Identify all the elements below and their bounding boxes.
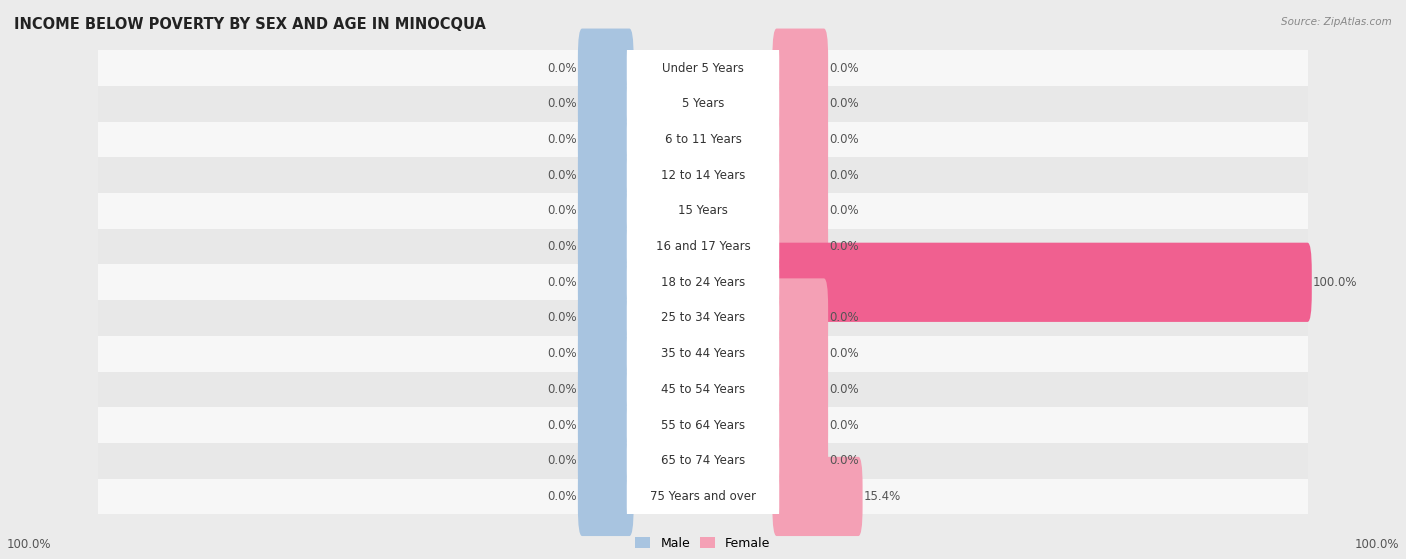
FancyBboxPatch shape: [772, 100, 828, 179]
FancyBboxPatch shape: [578, 171, 634, 250]
Legend: Male, Female: Male, Female: [636, 537, 770, 550]
Text: 65 to 74 Years: 65 to 74 Years: [661, 454, 745, 467]
FancyBboxPatch shape: [627, 39, 779, 97]
Text: 0.0%: 0.0%: [830, 383, 859, 396]
FancyBboxPatch shape: [772, 278, 828, 358]
FancyBboxPatch shape: [98, 264, 1308, 300]
FancyBboxPatch shape: [98, 479, 1308, 514]
Text: 0.0%: 0.0%: [547, 454, 576, 467]
FancyBboxPatch shape: [627, 182, 779, 240]
FancyBboxPatch shape: [627, 217, 779, 276]
FancyBboxPatch shape: [98, 300, 1308, 336]
FancyBboxPatch shape: [98, 193, 1308, 229]
FancyBboxPatch shape: [578, 207, 634, 286]
Text: 0.0%: 0.0%: [547, 169, 576, 182]
FancyBboxPatch shape: [98, 86, 1308, 122]
FancyBboxPatch shape: [98, 229, 1308, 264]
FancyBboxPatch shape: [772, 243, 1312, 322]
Text: 0.0%: 0.0%: [830, 311, 859, 324]
Text: 100.0%: 100.0%: [1354, 538, 1399, 551]
Text: 0.0%: 0.0%: [830, 61, 859, 75]
Text: 45 to 54 Years: 45 to 54 Years: [661, 383, 745, 396]
FancyBboxPatch shape: [627, 361, 779, 418]
Text: 0.0%: 0.0%: [547, 311, 576, 324]
FancyBboxPatch shape: [578, 64, 634, 144]
FancyBboxPatch shape: [578, 386, 634, 465]
FancyBboxPatch shape: [772, 171, 828, 250]
Text: 0.0%: 0.0%: [547, 347, 576, 360]
Text: 16 and 17 Years: 16 and 17 Years: [655, 240, 751, 253]
Text: 0.0%: 0.0%: [547, 419, 576, 432]
Text: 0.0%: 0.0%: [830, 347, 859, 360]
Text: 0.0%: 0.0%: [547, 240, 576, 253]
Text: 15 Years: 15 Years: [678, 205, 728, 217]
FancyBboxPatch shape: [772, 207, 828, 286]
FancyBboxPatch shape: [772, 386, 828, 465]
FancyBboxPatch shape: [627, 75, 779, 132]
FancyBboxPatch shape: [627, 467, 779, 525]
Text: 100.0%: 100.0%: [7, 538, 52, 551]
Text: 15.4%: 15.4%: [863, 490, 901, 503]
FancyBboxPatch shape: [627, 146, 779, 204]
FancyBboxPatch shape: [98, 336, 1308, 372]
Text: 0.0%: 0.0%: [830, 205, 859, 217]
FancyBboxPatch shape: [578, 457, 634, 536]
Text: 35 to 44 Years: 35 to 44 Years: [661, 347, 745, 360]
FancyBboxPatch shape: [98, 50, 1308, 86]
Text: 5 Years: 5 Years: [682, 97, 724, 110]
FancyBboxPatch shape: [627, 325, 779, 382]
FancyBboxPatch shape: [578, 278, 634, 358]
Text: 18 to 24 Years: 18 to 24 Years: [661, 276, 745, 289]
Text: 0.0%: 0.0%: [830, 133, 859, 146]
FancyBboxPatch shape: [578, 29, 634, 108]
FancyBboxPatch shape: [627, 289, 779, 347]
Text: 0.0%: 0.0%: [547, 61, 576, 75]
FancyBboxPatch shape: [578, 136, 634, 215]
FancyBboxPatch shape: [627, 396, 779, 454]
Text: 12 to 14 Years: 12 to 14 Years: [661, 169, 745, 182]
FancyBboxPatch shape: [98, 158, 1308, 193]
FancyBboxPatch shape: [98, 372, 1308, 407]
FancyBboxPatch shape: [772, 314, 828, 394]
Text: 0.0%: 0.0%: [547, 97, 576, 110]
FancyBboxPatch shape: [627, 111, 779, 168]
FancyBboxPatch shape: [772, 421, 828, 500]
FancyBboxPatch shape: [578, 314, 634, 394]
Text: 6 to 11 Years: 6 to 11 Years: [665, 133, 741, 146]
Text: Source: ZipAtlas.com: Source: ZipAtlas.com: [1281, 17, 1392, 27]
FancyBboxPatch shape: [772, 136, 828, 215]
Text: 0.0%: 0.0%: [830, 169, 859, 182]
Text: 0.0%: 0.0%: [547, 276, 576, 289]
Text: 0.0%: 0.0%: [830, 419, 859, 432]
FancyBboxPatch shape: [578, 421, 634, 500]
Text: 0.0%: 0.0%: [830, 454, 859, 467]
Text: 0.0%: 0.0%: [547, 490, 576, 503]
FancyBboxPatch shape: [98, 443, 1308, 479]
Text: 0.0%: 0.0%: [547, 383, 576, 396]
FancyBboxPatch shape: [578, 350, 634, 429]
Text: 75 Years and over: 75 Years and over: [650, 490, 756, 503]
FancyBboxPatch shape: [627, 253, 779, 311]
FancyBboxPatch shape: [772, 350, 828, 429]
Text: 55 to 64 Years: 55 to 64 Years: [661, 419, 745, 432]
FancyBboxPatch shape: [98, 122, 1308, 158]
Text: 25 to 34 Years: 25 to 34 Years: [661, 311, 745, 324]
FancyBboxPatch shape: [578, 100, 634, 179]
FancyBboxPatch shape: [772, 457, 862, 536]
FancyBboxPatch shape: [772, 64, 828, 144]
FancyBboxPatch shape: [578, 243, 634, 322]
Text: 0.0%: 0.0%: [547, 133, 576, 146]
Text: INCOME BELOW POVERTY BY SEX AND AGE IN MINOCQUA: INCOME BELOW POVERTY BY SEX AND AGE IN M…: [14, 17, 486, 32]
FancyBboxPatch shape: [772, 29, 828, 108]
FancyBboxPatch shape: [627, 432, 779, 490]
Text: 100.0%: 100.0%: [1313, 276, 1357, 289]
Text: 0.0%: 0.0%: [830, 97, 859, 110]
FancyBboxPatch shape: [98, 407, 1308, 443]
Text: 0.0%: 0.0%: [830, 240, 859, 253]
Text: 0.0%: 0.0%: [547, 205, 576, 217]
Text: Under 5 Years: Under 5 Years: [662, 61, 744, 75]
